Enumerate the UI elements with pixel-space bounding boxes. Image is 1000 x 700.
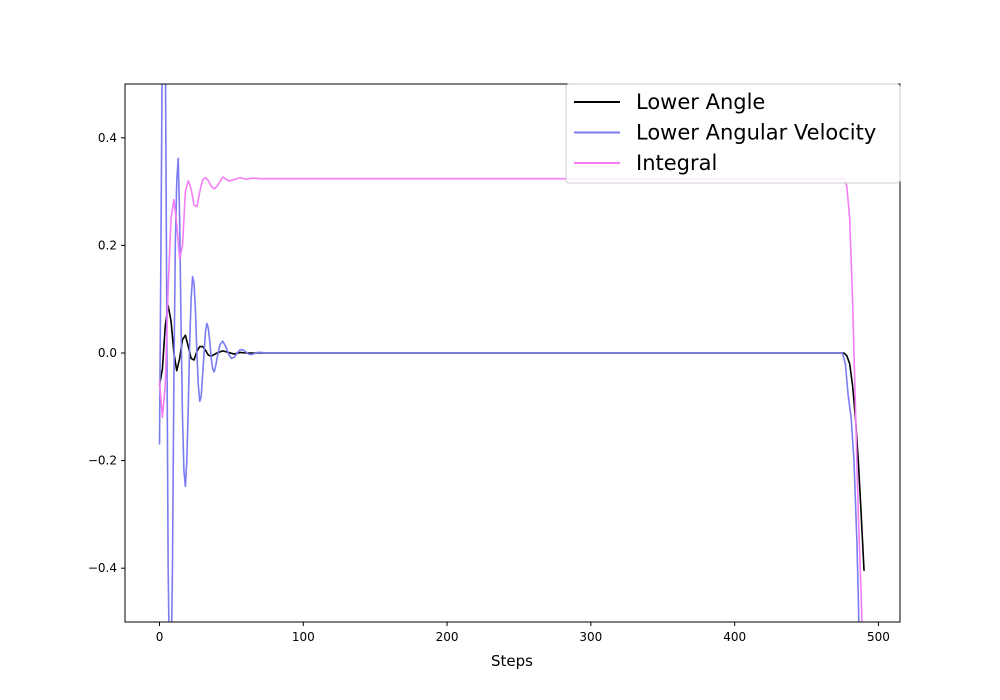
legend: Lower Angle Lower Angular Velocity Integra… [565,83,901,184]
y-tick-label: 0.2 [98,238,117,252]
x-axis-ticks: 0 100 200 300 400 500 [156,622,890,644]
y-tick-label: 0.0 [98,346,117,360]
x-tick-label: 200 [436,630,459,644]
legend-label: Lower Angular Velocity [636,121,876,145]
x-tick-label: 100 [292,630,315,644]
y-axis-ticks: −0.4 −0.2 0.0 0.2 0.4 [88,131,125,575]
series-line-0 [158,304,865,571]
x-axis-label: Steps [491,652,533,670]
legend-label: Integral [636,151,717,175]
x-tick-label: 0 [156,630,164,644]
x-tick-label: 400 [723,630,746,644]
y-tick-label: −0.4 [88,561,117,575]
legend-box [565,83,901,184]
y-tick-label: −0.2 [88,454,117,468]
y-tick-label: 0.4 [98,131,117,145]
legend-label: Lower Angle [636,90,765,114]
series-line-1 [158,84,860,622]
x-tick-label: 300 [579,630,602,644]
x-tick-label: 500 [867,630,890,644]
